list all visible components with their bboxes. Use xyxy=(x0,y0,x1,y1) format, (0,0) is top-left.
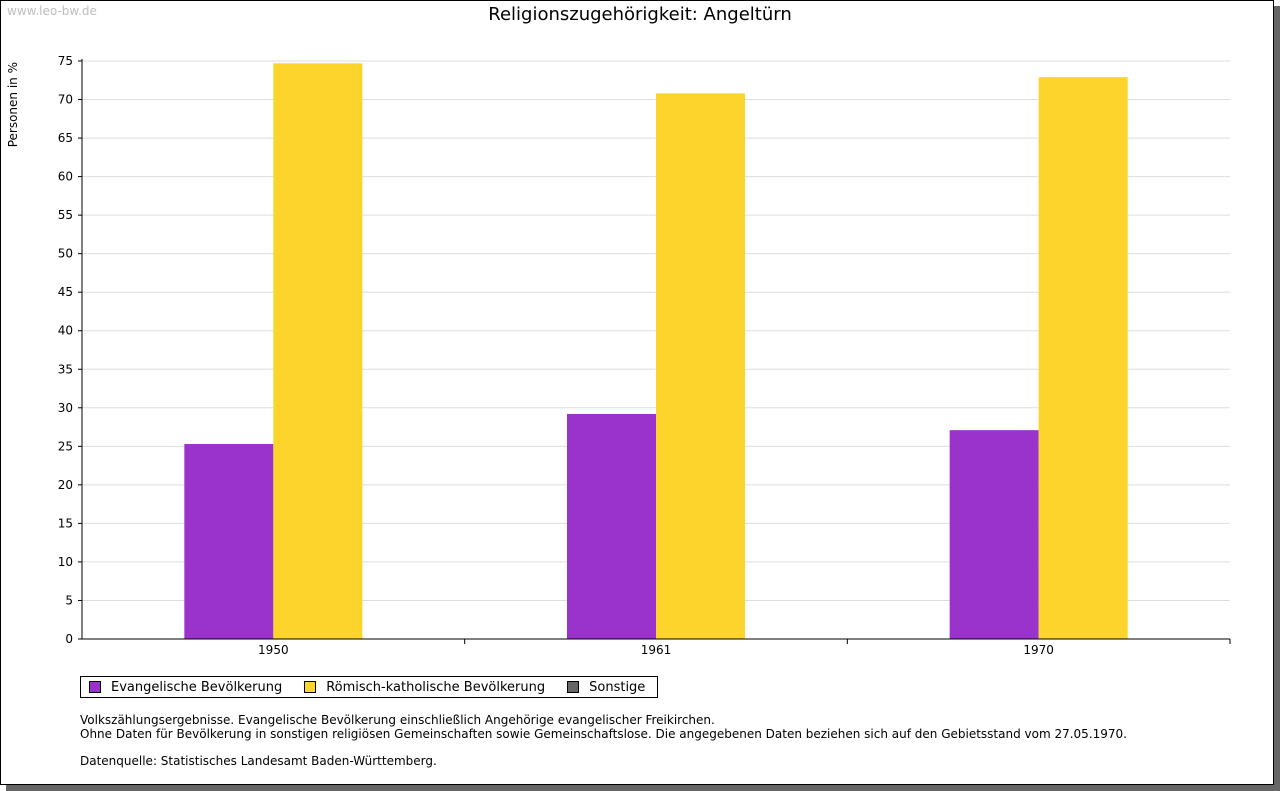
y-tick-label: 40 xyxy=(58,324,73,338)
y-tick-label: 60 xyxy=(58,170,73,184)
y-tick-label: 55 xyxy=(58,208,73,222)
footnote-line-1: Volkszählungsergebnisse. Evangelische Be… xyxy=(80,713,715,727)
legend-label-sonstige: Sonstige xyxy=(589,679,646,695)
legend-swatch-sonstige xyxy=(567,681,580,693)
legend-label-evangelisch: Evangelische Bevölkerung xyxy=(111,679,283,695)
legend-swatch-katholisch xyxy=(304,681,317,693)
legend-item-evangelisch: Evangelische Bevölkerung xyxy=(89,680,282,695)
bar-evangelisch-1970 xyxy=(949,430,1039,639)
footnotes: Volkszählungsergebnisse. Evangelische Be… xyxy=(80,713,1127,768)
bar-katholisch-1950 xyxy=(273,63,363,639)
y-tick-label: 65 xyxy=(58,131,73,145)
watermark: www.leo-bw.de xyxy=(7,4,97,18)
legend-label-katholisch: Römisch-katholische Bevölkerung xyxy=(326,679,546,695)
footnote-line-2: Ohne Daten für Bevölkerung in sonstigen … xyxy=(80,727,1127,741)
legend: Evangelische Bevölkerung Römisch-katholi… xyxy=(80,676,659,698)
bar-katholisch-1970 xyxy=(1038,77,1128,639)
bar-evangelisch-1961 xyxy=(567,413,656,639)
x-tick-label: 1950 xyxy=(258,643,289,657)
legend-item-sonstige: Sonstige xyxy=(567,680,645,695)
y-tick-label: 75 xyxy=(58,54,73,68)
y-tick-label: 50 xyxy=(58,247,73,261)
legend-item-katholisch: Römisch-katholische Bevölkerung xyxy=(304,680,545,695)
x-tick-label: 1961 xyxy=(641,643,672,657)
y-tick-label: 5 xyxy=(65,593,73,607)
y-tick-label: 0 xyxy=(65,632,73,646)
bar-evangelisch-1950 xyxy=(184,444,274,639)
y-tick-label: 30 xyxy=(58,401,73,415)
data-source: Datenquelle: Statistisches Landesamt Bad… xyxy=(80,754,437,768)
x-tick-label: 1970 xyxy=(1023,643,1054,657)
y-tick-label: 15 xyxy=(58,516,73,530)
frame-shadow-right xyxy=(1274,6,1280,791)
bar-chart: 0 5 10 15 20 25 30 35 40 45 50 55 60 65 70 75 1950 1961 19… xyxy=(6,54,1231,657)
y-tick-label: 35 xyxy=(58,362,73,376)
y-axis-label: Personen in % xyxy=(6,62,20,147)
y-tick-label: 20 xyxy=(58,478,73,492)
y-tick-label: 70 xyxy=(58,93,73,107)
chart-title: Religionszugehörigkeit: Angeltürn xyxy=(488,4,792,25)
frame-shadow-bottom xyxy=(6,785,1280,791)
legend-swatch-evangelisch xyxy=(89,681,101,693)
y-tick-label: 10 xyxy=(58,555,73,569)
y-tick-label: 45 xyxy=(58,285,73,299)
y-tick-label: 25 xyxy=(58,439,73,453)
bar-katholisch-1961 xyxy=(656,93,745,640)
